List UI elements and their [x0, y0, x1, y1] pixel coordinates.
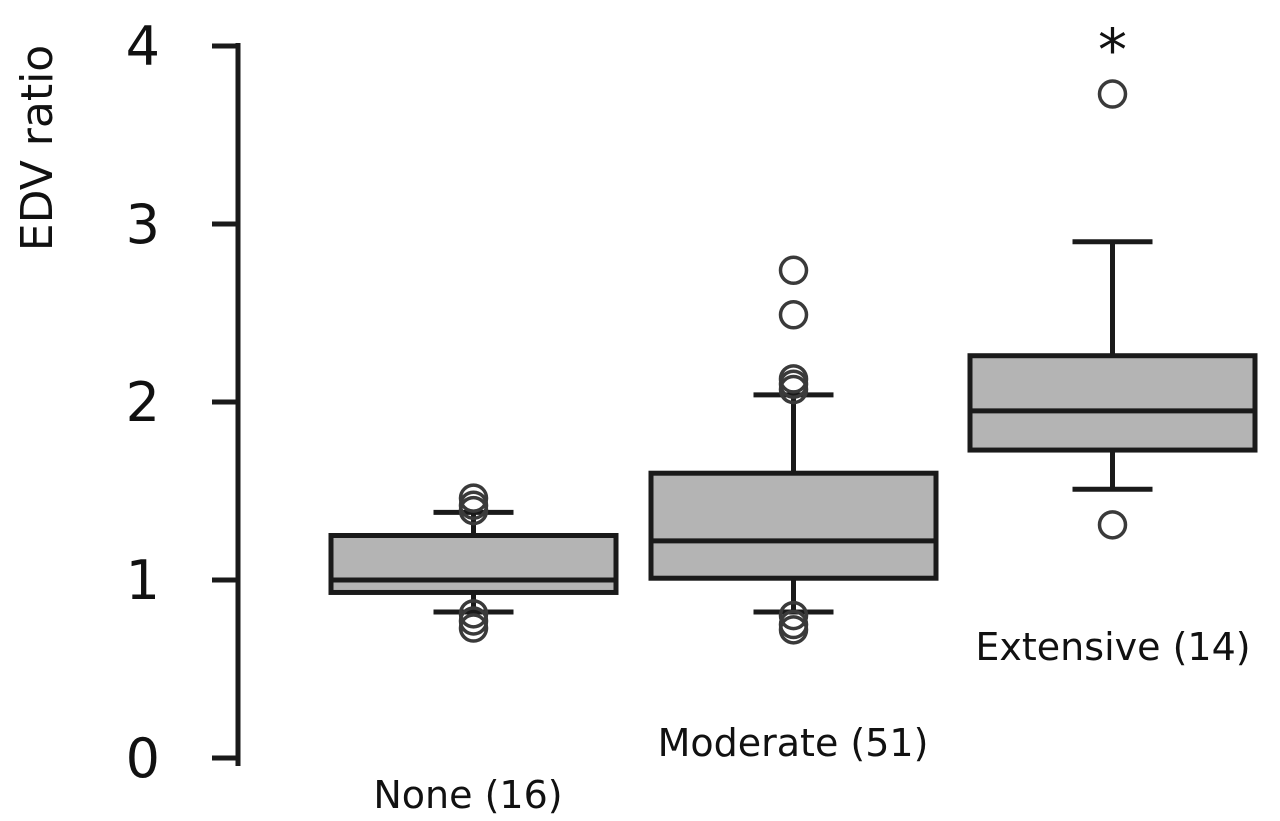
y-tick-label: 2 — [126, 371, 160, 434]
outlier-point — [778, 300, 809, 330]
iqr-box — [648, 470, 939, 581]
outlier-point — [458, 599, 489, 629]
box-group: * Extensive (14) — [967, 16, 1258, 669]
category-label: None (16) — [373, 773, 562, 817]
category-label: Extensive (14) — [975, 625, 1250, 669]
y-tick-label: 4 — [126, 15, 160, 78]
box-group: Moderate (51) — [648, 255, 939, 765]
y-axis-label: EDV ratio — [12, 45, 63, 251]
box-group: None (16) — [328, 483, 619, 817]
outlier-point — [458, 490, 489, 520]
box-groups: None (16) Moderate (51) * Extensive (14) — [328, 16, 1258, 817]
y-tick-label: 0 — [126, 727, 160, 790]
outlier-point — [458, 483, 489, 513]
outlier-point — [458, 613, 489, 643]
y-axis: 0 1 2 3 4 — [126, 15, 241, 790]
category-label: Moderate (51) — [658, 721, 929, 765]
y-tick-label: 3 — [126, 193, 160, 256]
iqr-box — [967, 353, 1258, 453]
outlier-point — [778, 600, 809, 631]
y-tick-label: 1 — [126, 549, 160, 612]
outlier-point — [1097, 510, 1128, 540]
outlier-point — [458, 606, 489, 636]
outlier-point — [778, 255, 809, 286]
outlier-point — [1097, 79, 1128, 109]
significance-marker: * — [1098, 16, 1127, 84]
outlier-point — [778, 609, 809, 640]
iqr-box — [328, 533, 619, 595]
outlier-point — [778, 364, 809, 394]
